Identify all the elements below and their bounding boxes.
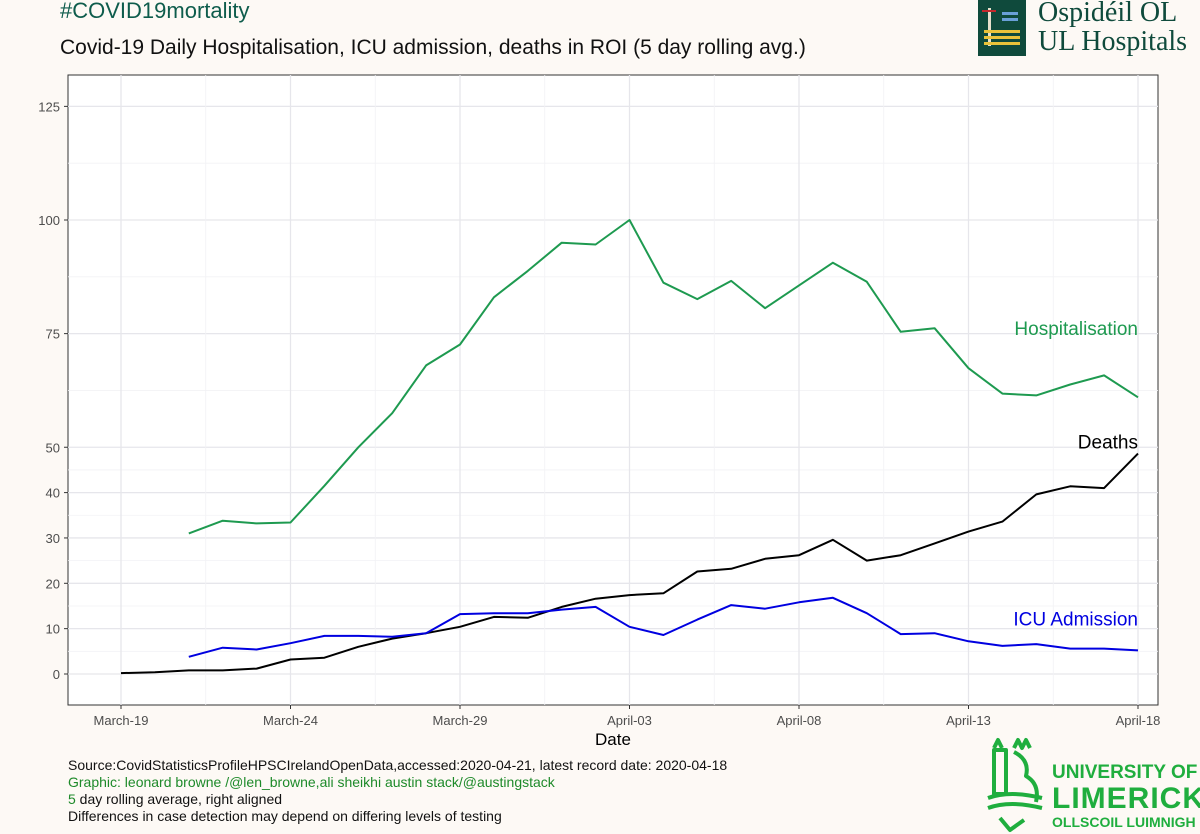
ul-crest-icon [987, 738, 1043, 832]
y-tick-label: 75 [46, 327, 60, 342]
series-line-icu-admission [188, 596, 1139, 658]
chart-title: Covid-19 Daily Hospitalisation, ICU admi… [60, 36, 806, 59]
ul-line-1: UNIVERSITY OF [1052, 762, 1198, 783]
y-tick-label: 0 [53, 667, 60, 682]
hashtag: #COVID19mortality [60, 0, 250, 23]
university-of-limerick-logo: UNIVERSITY OF LIMERICK OLLSCOIL LUIMNIGH [980, 736, 1200, 834]
graphic-credit: Graphic: leonard browne /@len_browne,ali… [68, 774, 555, 790]
ul-line-3: OLLSCOIL LUIMNIGH [1052, 814, 1196, 830]
line-chart: 0 10 20 30 40 50 75 100 125 March-19 March-24 March… [38, 74, 1160, 749]
plot-panel [67, 74, 1159, 706]
x-tick-label: April-03 [607, 713, 652, 728]
x-tick-label: March-29 [433, 713, 488, 728]
y-tick-label: 30 [46, 531, 60, 546]
y-tick-label: 20 [46, 576, 60, 591]
footer-notes: Source:CovidStatisticsProfileHPSCIreland… [68, 757, 727, 825]
chart-grid [67, 74, 1159, 706]
source-note: Source:CovidStatisticsProfileHPSCIreland… [68, 757, 728, 773]
y-tick-label: 100 [38, 213, 60, 228]
y-tick-label: 10 [46, 622, 60, 637]
rolling-text: day rolling average, right aligned [75, 791, 283, 807]
x-tick-label: April-18 [1116, 713, 1161, 728]
x-tick-label: April-13 [946, 713, 991, 728]
logo-irish-name: Ospidéil OL [1038, 0, 1178, 28]
rolling-number: 5 [68, 791, 76, 807]
x-tick-label: April-08 [777, 713, 822, 728]
rolling-note: 5 day rolling average, right aligned [68, 791, 727, 808]
chart-axes: 0 10 20 30 40 50 75 100 125 March-19 March-24 March… [38, 99, 1160, 749]
series-label: Hospitalisation [1014, 319, 1138, 340]
series-line-deaths [120, 452, 1139, 675]
y-tick-label: 40 [46, 486, 60, 501]
x-tick-label: March-19 [94, 713, 149, 728]
testing-note: Differences in case detection may depend… [68, 808, 502, 824]
series-label: ICU Admission [1013, 610, 1138, 631]
ul-hospitals-logo: Ospidéil OL UL Hospitals [978, 0, 1200, 60]
series-line-hospitalisation [188, 219, 1139, 535]
x-tick-label: March-24 [263, 713, 318, 728]
ul-hospitals-emblem-icon [978, 0, 1026, 56]
y-tick-label: 125 [38, 99, 60, 114]
chart-lines [120, 219, 1139, 675]
ul-line-2: LIMERICK [1052, 782, 1200, 815]
chart-labels: Hospitalisation Deaths ICU Admission [1013, 319, 1138, 631]
series-label: Deaths [1078, 433, 1138, 454]
x-axis-title: Date [595, 730, 631, 749]
logo-english-name: UL Hospitals [1038, 26, 1188, 57]
y-tick-label: 50 [46, 440, 60, 455]
